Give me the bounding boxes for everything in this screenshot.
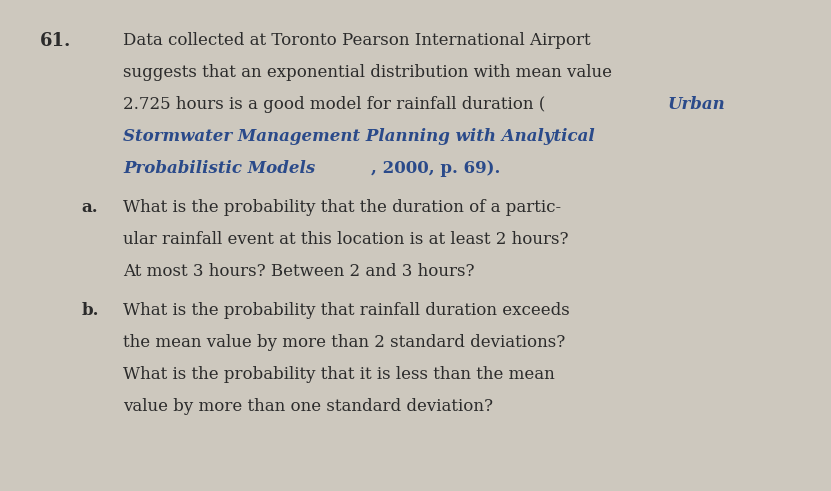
Text: ular rainfall event at this location is at least 2 hours?: ular rainfall event at this location is …	[123, 231, 568, 248]
Text: Probabilistic Models: Probabilistic Models	[123, 160, 315, 177]
Text: 2.725 hours is a good model for rainfall duration (: 2.725 hours is a good model for rainfall…	[123, 96, 545, 113]
Text: Urban: Urban	[668, 96, 725, 113]
Text: What is the probability that it is less than the mean: What is the probability that it is less …	[123, 366, 555, 383]
Text: suggests that an exponential distribution with mean value: suggests that an exponential distributio…	[123, 64, 612, 81]
Text: the mean value by more than 2 standard deviations?: the mean value by more than 2 standard d…	[123, 334, 565, 351]
Text: b.: b.	[81, 302, 99, 319]
Text: What is the probability that rainfall duration exceeds: What is the probability that rainfall du…	[123, 302, 570, 319]
Text: What is the probability that the duration of a partic-: What is the probability that the duratio…	[123, 199, 561, 216]
Text: Stormwater Management Planning with Analytical: Stormwater Management Planning with Anal…	[123, 128, 595, 145]
Text: At most 3 hours? Between 2 and 3 hours?: At most 3 hours? Between 2 and 3 hours?	[123, 263, 475, 280]
Text: Data collected at Toronto Pearson International Airport: Data collected at Toronto Pearson Intern…	[123, 32, 591, 49]
Text: value by more than one standard deviation?: value by more than one standard deviatio…	[123, 398, 493, 415]
Text: a.: a.	[81, 199, 98, 216]
Text: , 2000, p. 69).: , 2000, p. 69).	[371, 160, 500, 177]
Text: 61.: 61.	[40, 32, 71, 50]
